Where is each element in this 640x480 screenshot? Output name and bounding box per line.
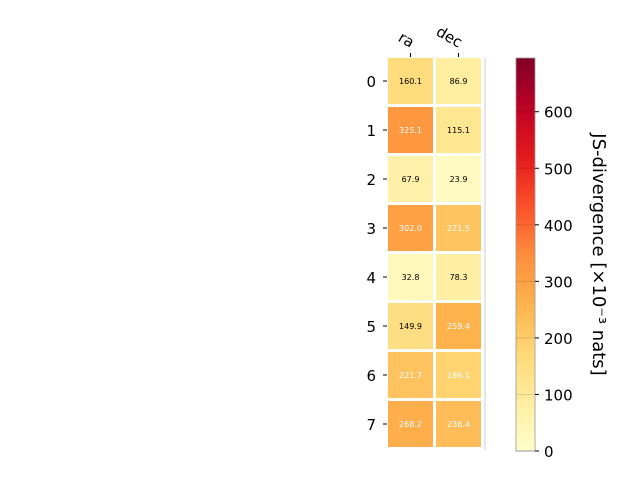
cell-value-label: 221.7 — [399, 371, 422, 380]
cell-value-label: 115.1 — [447, 126, 470, 135]
heatmap-cell — [388, 352, 433, 398]
x-axis: ra dec — [395, 22, 466, 57]
cell-value-label: 259.4 — [447, 322, 470, 331]
cell-value-label: 268.2 — [399, 420, 422, 429]
heatmap-cell — [388, 303, 433, 349]
cell-value-label: 23.9 — [450, 175, 468, 184]
y-tick-label: 0 — [366, 73, 376, 91]
y-tick-label: 1 — [366, 122, 376, 140]
x-tick-label: ra — [395, 28, 417, 51]
colorbar-tick-label: 500 — [544, 160, 573, 178]
colorbar-tick-label: 600 — [544, 104, 573, 122]
y-tick-label: 4 — [366, 269, 376, 287]
cell-value-label: 67.9 — [402, 175, 420, 184]
cell-value-label: 221.5 — [447, 224, 470, 233]
heatmap-cell — [436, 107, 481, 153]
y-tick-label: 6 — [366, 367, 376, 385]
cell-value-label: 32.8 — [402, 273, 420, 282]
cell-value-label: 186.1 — [447, 371, 470, 380]
y-tick-label: 2 — [366, 171, 376, 189]
heatmap-cell — [388, 156, 433, 202]
colorbar-tick-label: 400 — [544, 217, 573, 235]
heatmap-cell — [436, 352, 481, 398]
heatmap-cell — [436, 254, 481, 300]
heatmap-cell — [436, 156, 481, 202]
heatmap-cell — [436, 205, 481, 251]
heatmap-cell — [388, 205, 433, 251]
cell-value-label: 236.4 — [447, 420, 470, 429]
x-tick-label: dec — [433, 22, 465, 51]
heatmap-cell — [436, 58, 481, 104]
heatmap-cell — [388, 401, 433, 447]
y-tick-label: 5 — [366, 318, 376, 336]
colorbar-title: JS-divergence [×10⁻³ nats] — [588, 132, 609, 375]
heatmap-cell — [436, 401, 481, 447]
colorbar-tick-label: 200 — [544, 330, 573, 348]
colorbar-tick-label: 0 — [544, 443, 554, 461]
colorbar-gradient — [515, 57, 536, 452]
cell-value-label: 160.1 — [399, 77, 422, 86]
cell-value-label: 149.9 — [399, 322, 422, 331]
cell-value-label: 325.1 — [399, 126, 422, 135]
colorbar-tick-label: 100 — [544, 386, 573, 404]
heatmap-cell — [436, 303, 481, 349]
heatmap-cell — [388, 254, 433, 300]
y-tick-label: 7 — [366, 416, 376, 434]
y-tick-label: 3 — [366, 220, 376, 238]
heatmap-cells: 160.1 86.9 325.1 115.1 67.9 23.9 302.0 221.5 32.… — [388, 58, 486, 450]
colorbar-tick-label: 300 — [544, 273, 573, 291]
cell-value-label: 302.0 — [399, 224, 422, 233]
heatmap-cell — [388, 107, 433, 153]
heatmap-cell — [388, 58, 433, 104]
cell-value-label: 78.3 — [450, 273, 468, 282]
colorbar: 0 100 200 300 400 500 600 JS-divergence [×10⁻³ … — [515, 57, 609, 461]
cell-value-label: 86.9 — [450, 77, 468, 86]
y-axis: 0 1 2 3 4 5 6 7 — [366, 73, 387, 434]
